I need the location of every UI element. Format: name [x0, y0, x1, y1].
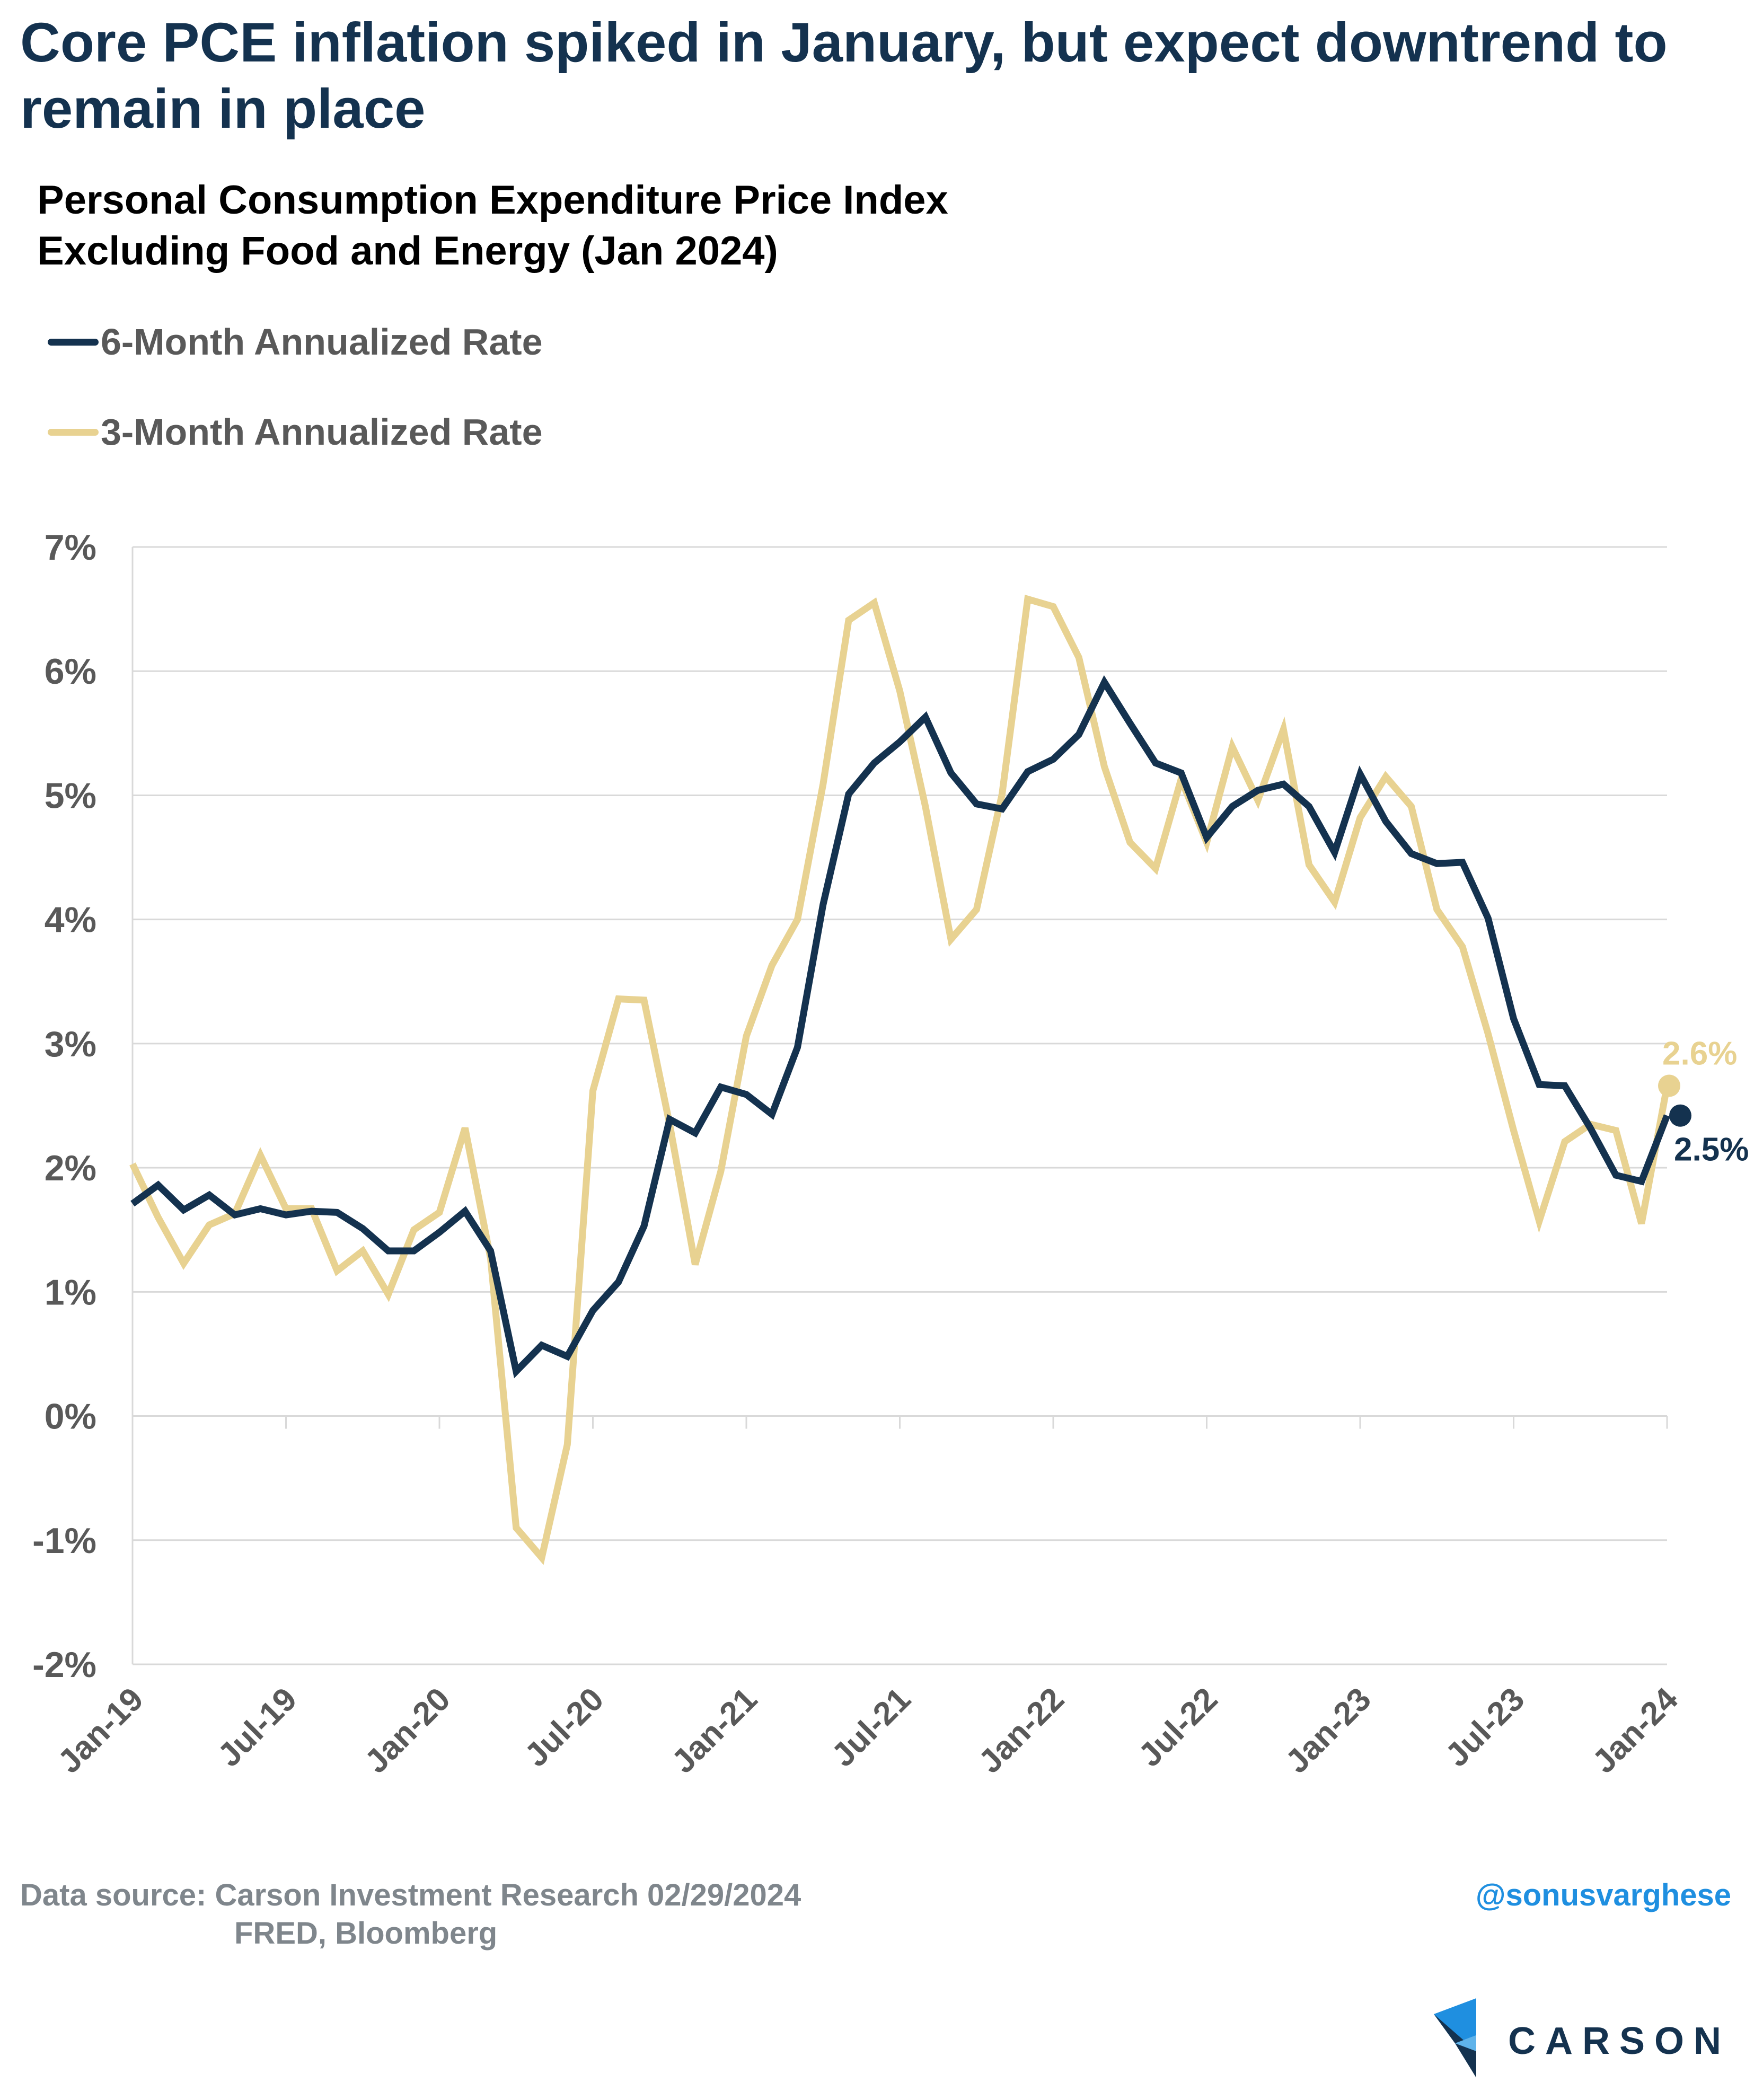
- y-tick-label: 3%: [45, 1024, 96, 1064]
- x-axis: Jan-19 Jul-19 Jan-20 Jul-20 Jan-21 Jul-21 Jan-…: [51, 547, 1685, 1780]
- twitter-handle[interactable]: @sonusvarghese: [1475, 1878, 1731, 1912]
- x-tick-label: Jul-21: [825, 1681, 918, 1774]
- headline: Core PCE inflation spiked in January, bu…: [20, 12, 1668, 140]
- y-tick-label: 4%: [45, 900, 96, 940]
- chart-grid: [133, 546, 1667, 1665]
- legend-swatch-six-month: [48, 338, 99, 346]
- subtitle-line-1: Personal Consumption Expenditure Price I…: [37, 178, 948, 223]
- y-axis-ticks: -2% -1% 0% 1% 2% 3% 4% 5% 6% 7%: [32, 527, 96, 1685]
- six-month-end-label: 2.5%: [1674, 1132, 1749, 1168]
- legend-label-three-month: 3-Month Annualized Rate: [101, 411, 543, 453]
- carson-logo-text: CARSON: [1508, 2020, 1731, 2062]
- six-month-line: [130, 675, 1671, 1379]
- x-tick-label: Jul-20: [518, 1681, 611, 1774]
- x-tick-label: Jan-20: [358, 1681, 457, 1780]
- three-month-end-label: 2.6%: [1662, 1036, 1737, 1072]
- subtitle-line-2: Excluding Food and Energy (Jan 2024): [37, 228, 778, 273]
- y-tick-label: -1%: [32, 1521, 96, 1561]
- legend-swatch-three-month: [48, 428, 99, 436]
- three-month-end-marker: [1658, 1074, 1680, 1097]
- x-tick-label: Jan-21: [665, 1681, 764, 1780]
- y-tick-label: 1%: [45, 1272, 96, 1312]
- chart-subtitle: Personal Consumption Expenditure Price I…: [37, 175, 948, 277]
- y-tick-label: 5%: [45, 775, 96, 816]
- three-month-line: [129, 595, 1671, 1565]
- y-tick-label: 2%: [45, 1148, 96, 1188]
- x-tick-label: Jan-24: [1585, 1681, 1685, 1780]
- y-tick-label: 7%: [45, 527, 96, 568]
- y-tick-label: 6%: [45, 651, 96, 692]
- data-source: Data source: Carson Investment Research …: [20, 1876, 801, 1953]
- x-tick-label: Jan-23: [1279, 1681, 1378, 1780]
- chart-series: [129, 595, 1671, 1565]
- carson-logo-mark-icon: [1434, 1998, 1476, 2078]
- source-line-1: Data source: Carson Investment Research …: [20, 1878, 801, 1912]
- six-month-end-marker: [1669, 1104, 1691, 1127]
- legend-label-six-month: 6-Month Annualized Rate: [101, 321, 543, 363]
- carson-logo: CARSON: [1434, 1998, 1731, 2078]
- x-tick-label: Jul-19: [211, 1681, 304, 1774]
- source-line-2: FRED, Bloomberg: [234, 1916, 498, 1951]
- x-tick-label: Jan-22: [972, 1681, 1071, 1780]
- x-tick-label: Jul-23: [1439, 1681, 1532, 1774]
- legend-item-six-month: 6-Month Annualized Rate: [48, 318, 543, 366]
- line-chart: -2% -1% 0% 1% 2% 3% 4% 5% 6% 7% Jan-19 Jul-19 Jan-2…: [32, 527, 1749, 1780]
- y-tick-label: -2%: [32, 1645, 96, 1685]
- end-labels: 2.6% 2.5%: [1658, 1036, 1749, 1168]
- x-tick-label: Jul-22: [1132, 1681, 1225, 1774]
- legend-item-three-month: 3-Month Annualized Rate: [48, 408, 543, 456]
- x-tick-label: Jan-19: [51, 1681, 151, 1780]
- y-tick-label: 0%: [45, 1397, 96, 1437]
